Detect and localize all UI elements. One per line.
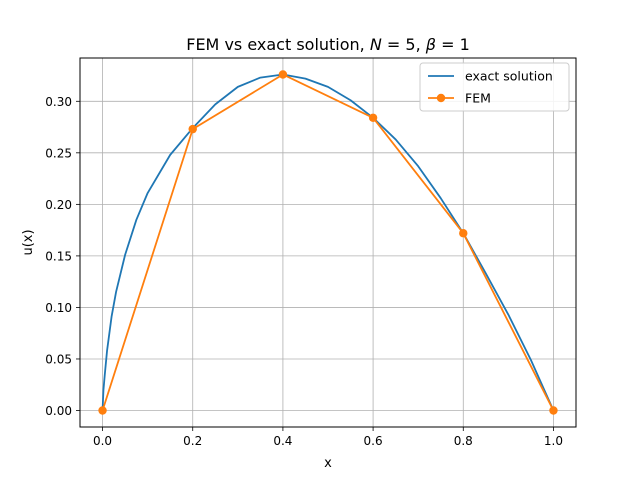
grid [80, 58, 576, 427]
fem-point [188, 124, 197, 134]
y-tick-label: 0.15 [45, 249, 72, 263]
x-tick-label: 0.6 [364, 434, 383, 448]
x-tick-label: 0.4 [273, 434, 292, 448]
fem-point [459, 229, 468, 238]
plot-frame [79, 57, 577, 428]
fem-point [368, 113, 378, 122]
legend-label-exact-solution: exact solution [465, 69, 553, 84]
fem-line [101, 73, 555, 411]
legend-marker-fem [436, 93, 446, 103]
legend: exact solution FEM [419, 62, 570, 112]
x-tick-label: 1.0 [544, 434, 563, 448]
y-tick-label: 0.25 [45, 146, 72, 160]
fem-point [278, 70, 288, 79]
y-axis-label: u(x) [21, 229, 36, 255]
fem-point [98, 406, 107, 415]
y-tick-label: 0.20 [45, 198, 72, 212]
y-axis: 0.00 0.05 0.10 0.15 0.20 0.25 0.30 [45, 95, 80, 418]
fem-point [549, 406, 558, 415]
x-tick-label: 0.2 [183, 434, 202, 448]
y-tick-label: 0.30 [45, 95, 72, 109]
exact-solution-line [101, 73, 555, 411]
y-tick-label: 0.05 [45, 352, 72, 366]
y-tick-label: 0.10 [45, 301, 72, 315]
chart-title: FEM vs exact solution, N = 5, β = 1 [186, 35, 470, 54]
x-axis: 0.0 0.2 0.4 0.6 0.8 1.0 [93, 427, 563, 448]
x-tick-label: 0.8 [454, 434, 473, 448]
legend-label-fem: FEM [465, 91, 491, 106]
x-axis-label: x [324, 456, 332, 471]
y-tick-label: 0.00 [45, 404, 72, 418]
x-tick-label: 0.0 [93, 434, 112, 448]
plot-series [98, 70, 558, 415]
legend-box [419, 62, 570, 112]
